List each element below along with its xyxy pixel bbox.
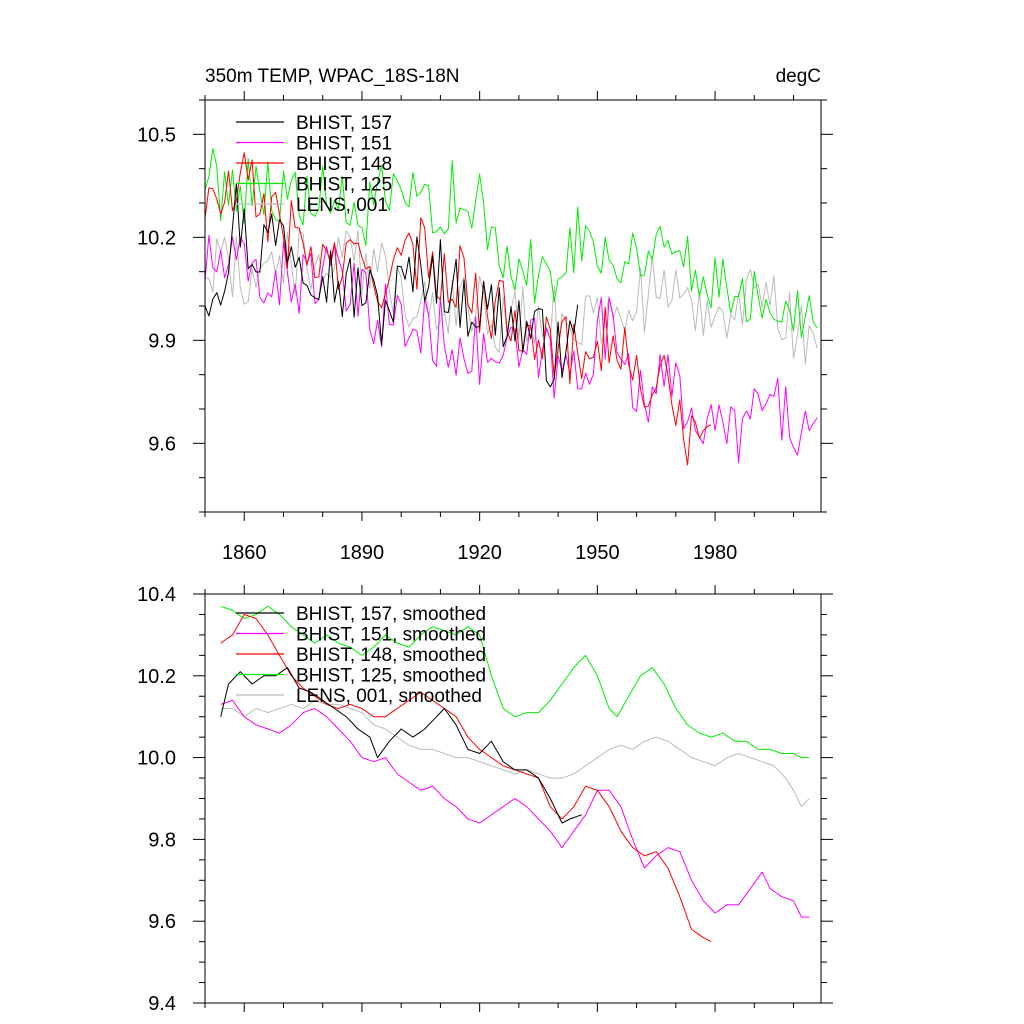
bottom-series-line-5 — [220, 699, 810, 808]
top-legend-label-1: BHIST, 157 — [296, 113, 392, 134]
top-series-line-2 — [204, 234, 818, 464]
top-series-line-3 — [204, 152, 712, 466]
bottom-y-tick-label: 9.8 — [148, 829, 176, 851]
bottom-y-tick-label: 9.4 — [148, 993, 176, 1015]
top-series-group — [204, 147, 818, 466]
top-x-tick-label: 1890 — [340, 542, 385, 564]
bottom-y-tick-label: 10.4 — [137, 584, 176, 606]
top-x-tick-label: 1950 — [575, 542, 620, 564]
bottom-series-line-1 — [220, 667, 582, 824]
top-legend-label-2: BHIST, 151 — [296, 134, 392, 155]
bottom-series-line-2 — [220, 699, 810, 918]
bottom-panel: 9.4 9.6 9.8 10.0 10.2 10.4 BHIST, 157, smooth… — [137, 584, 833, 1015]
top-x-tick-label: 1980 — [693, 542, 738, 564]
bottom-legend-label-4: BHIST, 125, smoothed — [296, 666, 486, 687]
top-x-tick-label: 1920 — [457, 542, 502, 564]
bottom-legend-label-2: BHIST, 151, smoothed — [296, 625, 486, 646]
top-axis-labels: 9.6 9.9 10.2 10.5 1860 1890 1920 1950 1980 — [137, 124, 737, 564]
top-y-tick-label: 9.6 — [148, 433, 176, 455]
bottom-series-line-3 — [220, 614, 712, 943]
bottom-series-line-4 — [220, 605, 810, 759]
top-legend-label-4: BHIST, 125 — [296, 175, 392, 196]
bottom-legend-label-1: BHIST, 157, smoothed — [296, 604, 486, 625]
bottom-legend-label-5: LENS, 001, smoothed — [296, 686, 482, 707]
top-series-line-1 — [204, 182, 579, 388]
top-y-tick-label: 10.5 — [137, 124, 176, 146]
bottom-y-tick-label: 10.0 — [137, 748, 176, 770]
bottom-y-tick-label: 9.6 — [148, 911, 176, 933]
top-legend-label-5: LENS, 001 — [296, 195, 388, 216]
bottom-axis-labels: 9.4 9.6 9.8 10.0 10.2 10.4 — [137, 584, 176, 1015]
bottom-legend-label-3: BHIST, 148, smoothed — [296, 645, 486, 666]
top-axis-ticks — [193, 91, 833, 521]
top-legend-label-3: BHIST, 148 — [296, 154, 392, 175]
units-label: degC — [776, 66, 821, 87]
chart-title: 350m TEMP, WPAC_18S-18N — [205, 66, 460, 87]
top-y-tick-label: 9.9 — [148, 330, 176, 352]
bottom-y-tick-label: 10.2 — [137, 666, 176, 688]
top-series-line-4 — [204, 147, 818, 338]
top-x-tick-label: 1860 — [222, 542, 267, 564]
bottom-axis-ticks — [193, 585, 833, 1012]
top-y-tick-label: 10.2 — [137, 227, 176, 249]
bottom-series-group — [220, 605, 810, 943]
top-panel: 9.6 9.9 10.2 10.5 1860 1890 1920 1950 1980 BHIST… — [137, 91, 833, 564]
